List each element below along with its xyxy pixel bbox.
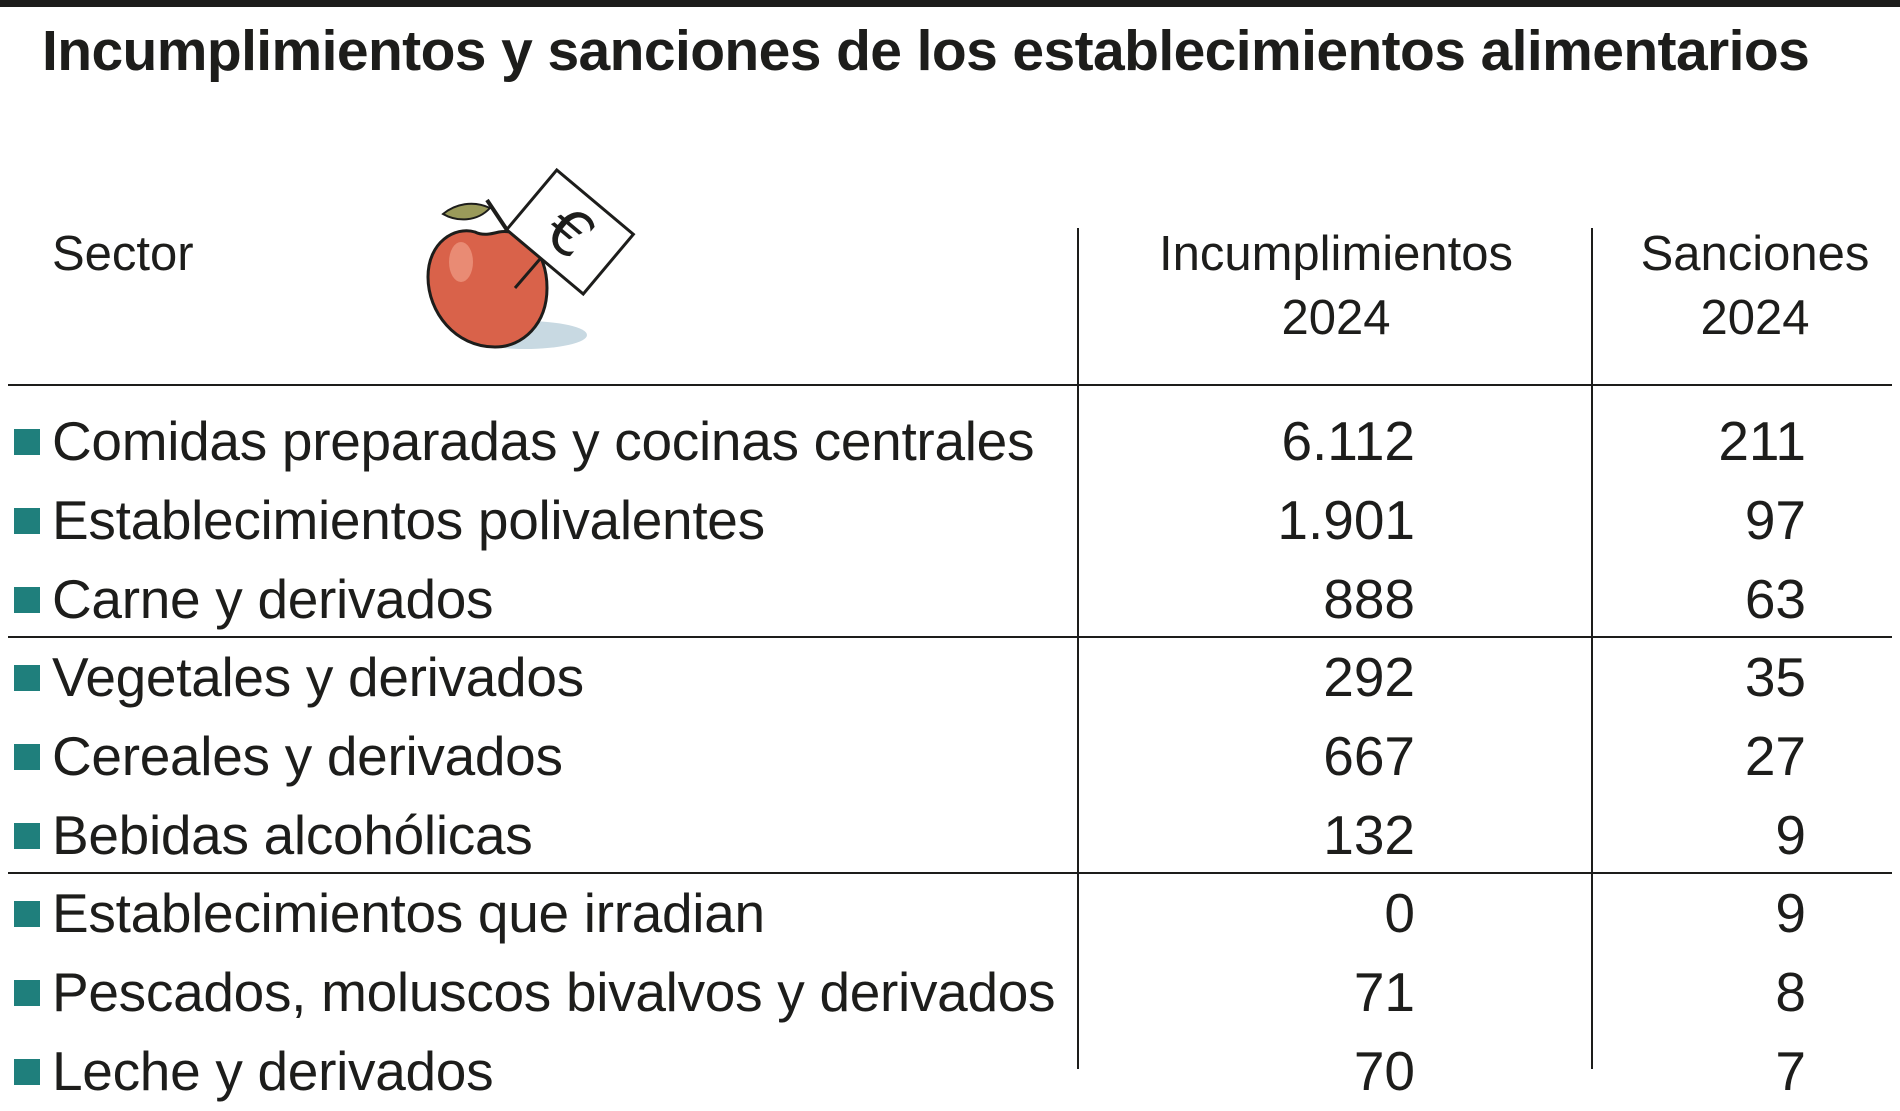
- cell-sanciones: 63: [1744, 568, 1806, 630]
- cell-sector: Bebidas alcohólicas: [52, 804, 533, 866]
- column-divider-right: [1591, 228, 1593, 1069]
- group-divider-2: [8, 872, 1892, 874]
- group-divider-1: [8, 636, 1892, 638]
- cell-sector: Carne y derivados: [52, 568, 494, 630]
- cell-sanciones: 35: [1744, 646, 1806, 708]
- euro-sign-icon: €: [504, 167, 636, 297]
- cell-sector: Vegetales y derivados: [52, 646, 584, 708]
- cell-sector: Establecimientos que irradian: [52, 882, 765, 944]
- row-bullet: [14, 665, 40, 691]
- cell-incumplimientos: 70: [1353, 1040, 1415, 1102]
- cell-incumplimientos: 6.112: [1281, 410, 1415, 472]
- header-sanciones: Sanciones 2024: [1590, 222, 1900, 350]
- table-row: Bebidas alcohólicas 132 9: [0, 796, 1900, 875]
- row-bullet: [14, 587, 40, 613]
- cell-sector: Cereales y derivados: [52, 725, 563, 787]
- cell-incumplimientos: 888: [1323, 568, 1415, 630]
- table-row: Carne y derivados 888 63: [0, 560, 1900, 639]
- header-incumplimientos-year: 2024: [1281, 291, 1391, 345]
- header-rule: [8, 384, 1892, 386]
- cell-incumplimientos: 292: [1323, 646, 1415, 708]
- table-row: Establecimientos polivalentes 1.901 97: [0, 481, 1900, 560]
- header-incumplimientos: Incumplimientos 2024: [1075, 222, 1597, 350]
- cell-incumplimientos: 132: [1323, 804, 1415, 866]
- table-row: Cereales y derivados 667 27: [0, 717, 1900, 796]
- row-bullet: [14, 508, 40, 534]
- row-bullet: [14, 980, 40, 1006]
- cell-sector: Comidas preparadas y cocinas centrales: [52, 410, 1035, 472]
- table-row: Vegetales y derivados 292 35: [0, 638, 1900, 717]
- table-row: Leche y derivados 70 7: [0, 1032, 1900, 1111]
- cell-sanciones: 8: [1775, 961, 1806, 1023]
- cell-sanciones: 27: [1744, 725, 1806, 787]
- header-sanciones-label: Sanciones: [1640, 227, 1870, 281]
- cell-sanciones: 7: [1775, 1040, 1806, 1102]
- cell-incumplimientos: 71: [1353, 961, 1415, 1023]
- cell-sector: Leche y derivados: [52, 1040, 494, 1102]
- top-rule: [0, 0, 1900, 7]
- cell-sanciones: 9: [1775, 804, 1806, 866]
- row-bullet: [14, 1059, 40, 1085]
- table-row: Establecimientos que irradian 0 9: [0, 874, 1900, 953]
- row-bullet: [14, 744, 40, 770]
- row-bullet: [14, 901, 40, 927]
- header-incumplimientos-label: Incumplimientos: [1158, 227, 1514, 281]
- cell-incumplimientos: 0: [1384, 882, 1415, 944]
- row-bullet: [14, 429, 40, 455]
- cell-incumplimientos: 1.901: [1277, 489, 1415, 551]
- table-row: Pescados, moluscos bivalvos y derivados 7…: [0, 953, 1900, 1032]
- row-bullet: [14, 823, 40, 849]
- table-row: Comidas preparadas y cocinas centrales 6.…: [0, 402, 1900, 481]
- apple-icon: €: [426, 167, 636, 349]
- chart-title: Incumplimientos y sanciones de los estab…: [42, 19, 1810, 83]
- column-divider-left: [1077, 228, 1079, 1069]
- cell-incumplimientos: 667: [1323, 725, 1415, 787]
- cell-sector: Establecimientos polivalentes: [52, 489, 765, 551]
- cell-sanciones: 97: [1744, 489, 1806, 551]
- cell-sanciones: 211: [1718, 410, 1806, 472]
- header-sector: Sector: [52, 227, 194, 281]
- cell-sector: Pescados, moluscos bivalvos y derivados: [52, 961, 1056, 1023]
- cell-sanciones: 9: [1775, 882, 1806, 944]
- header-sanciones-year: 2024: [1700, 291, 1810, 345]
